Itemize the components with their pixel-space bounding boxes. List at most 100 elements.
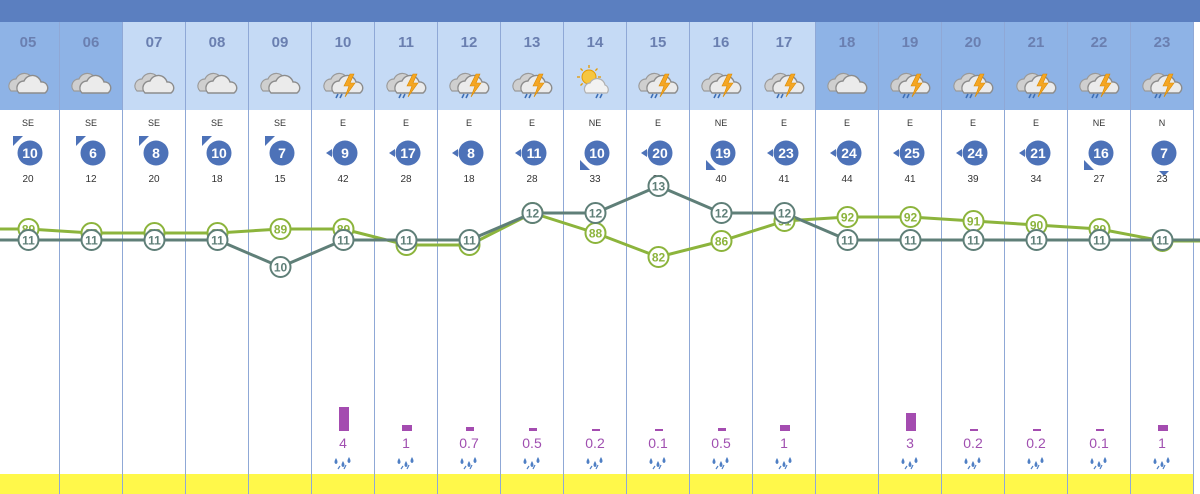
precipitation-value: 0.1: [1089, 435, 1109, 451]
precipitation-bar: [1158, 425, 1168, 431]
svg-text:19: 19: [715, 145, 731, 161]
humidity-value: 88: [589, 227, 603, 241]
precipitation-value: 0.7: [459, 435, 479, 451]
hour-header: [1005, 22, 1067, 110]
cloud-icon: [68, 64, 114, 100]
hour-header: [186, 22, 248, 110]
temperature-value: 12: [589, 207, 603, 221]
hour-header: [753, 22, 815, 110]
footer-strip: [123, 474, 185, 494]
rain-drops-icon: [710, 456, 732, 470]
humidity-value: 90: [1030, 219, 1044, 233]
footer-strip: [312, 474, 374, 494]
precipitation-bar: [592, 429, 600, 431]
temperature-marker: [773, 202, 796, 224]
temperature-marker: [647, 175, 670, 197]
hour-label: 11: [398, 34, 414, 51]
temperature-marker: [899, 229, 922, 251]
hour-label: 07: [145, 34, 163, 51]
hour-column: 13 E 11 28 0.5: [501, 22, 564, 494]
hour-label: 17: [775, 34, 793, 51]
hour-header: [1068, 22, 1130, 110]
temperature-value: 11: [22, 234, 35, 248]
humidity-value: 86: [715, 235, 729, 249]
cloud-icon: [194, 64, 240, 100]
precipitation-value: 0.2: [1026, 435, 1046, 451]
hour-label: 05: [19, 34, 37, 51]
wind-gust-label: 20: [22, 174, 34, 185]
hour-header: [375, 22, 437, 110]
hour-label: 20: [964, 34, 982, 51]
svg-text:7: 7: [278, 145, 286, 161]
humidity-value: 92: [841, 211, 855, 225]
hour-column: 20 E 24 39 0.2: [942, 22, 1005, 494]
wind-speed-badge: 20: [641, 140, 673, 166]
svg-text:7: 7: [1160, 145, 1168, 161]
temperature-marker: [962, 229, 985, 251]
wind-direction-label: E: [780, 118, 787, 128]
hour-header: [1131, 22, 1193, 110]
temperature-value: 12: [778, 207, 792, 221]
cloud-icon: [5, 64, 51, 100]
footer-strip: [186, 474, 248, 494]
forecast-grid: 05 SE 10 20 06 SE 6 12 07 SE 8 20 08 SE 10 18 09 SE 7 15 10 E…: [0, 22, 1200, 494]
cloud-icon: [257, 64, 303, 100]
wind-direction-label: E: [465, 118, 472, 128]
wind-direction-label: NE: [588, 118, 602, 128]
wind-direction-label: E: [339, 118, 346, 128]
temperature-humidity-chart: 8988888889898585938882869192929190898611…: [0, 175, 1200, 278]
thunderstorm-icon: [383, 64, 429, 100]
precipitation-bar: [655, 429, 663, 431]
precipitation-bar: [1033, 429, 1041, 431]
hour-column: 22 NE 16 27 0.1: [1068, 22, 1131, 494]
hour-header: [312, 22, 374, 110]
rain-drops-icon: [584, 456, 606, 470]
hour-header: [690, 22, 752, 110]
temperature-value: 11: [400, 234, 413, 248]
footer-strip: [0, 474, 59, 494]
humidity-value: 91: [967, 215, 981, 229]
hour-column: 06 SE 6 12: [60, 22, 123, 494]
wind-direction-label: N: [1158, 118, 1166, 128]
footer-strip: [690, 474, 752, 494]
precipitation-bar: [718, 428, 726, 431]
rain-drops-icon: [1025, 456, 1047, 470]
wind-speed-badge: 10: [13, 136, 43, 166]
hour-header: [879, 22, 941, 110]
precipitation-bar: [970, 429, 978, 431]
thunderstorm-icon: [698, 64, 744, 100]
temperature-marker: [143, 229, 166, 251]
svg-text:24: 24: [841, 145, 857, 161]
temperature-value: 10: [274, 261, 288, 275]
footer-strip: [1131, 474, 1193, 494]
temperature-value: 11: [85, 234, 98, 248]
wind-gust-label: 41: [778, 174, 790, 185]
sun-storm-icon: [572, 64, 618, 100]
hour-label: 06: [82, 34, 100, 51]
precipitation-value: 0.5: [522, 435, 542, 451]
wind-speed-badge: 10: [580, 140, 610, 170]
wind-direction-label: SE: [147, 118, 160, 128]
hour-header: [0, 22, 59, 110]
hour-label: 10: [334, 34, 352, 51]
temperature-marker: [80, 229, 103, 251]
wind-direction-label: E: [969, 118, 976, 128]
humidity-marker: [836, 206, 859, 228]
wind-gust-label: 40: [715, 174, 727, 185]
footer-strip: [816, 474, 878, 494]
wind-gust-label: 18: [211, 174, 223, 185]
precipitation-value: 0.1: [648, 435, 668, 451]
temperature-marker: [584, 202, 607, 224]
hour-label: 16: [712, 34, 730, 51]
hour-header: [564, 22, 626, 110]
temperature-value: 11: [211, 234, 224, 248]
hour-header: [816, 22, 878, 110]
wind-gust-label: 34: [1030, 174, 1042, 185]
precipitation-bar: [906, 413, 916, 431]
temperature-value: 11: [904, 234, 917, 248]
cloud-icon: [824, 64, 870, 100]
hour-column: 14 NE 10 33 0.2: [564, 22, 627, 494]
wind-speed-badge: 11: [515, 140, 547, 166]
wind-speed-badge: 8: [452, 140, 484, 166]
wind-speed-badge: 16: [1084, 140, 1114, 170]
